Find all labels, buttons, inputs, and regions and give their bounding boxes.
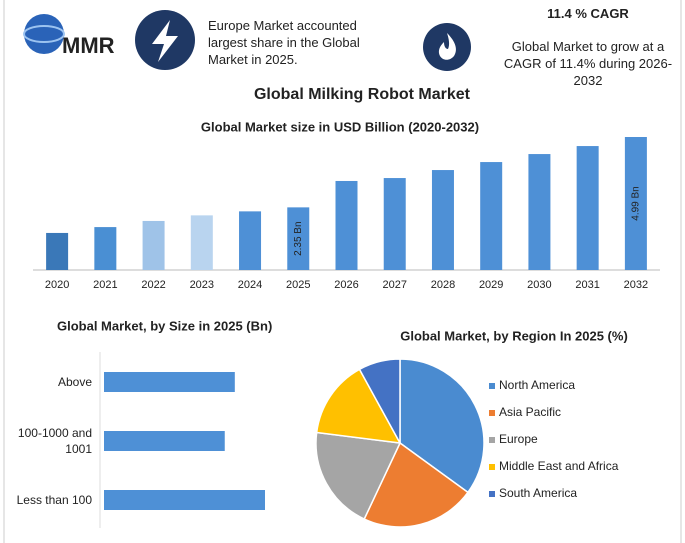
x-tick-label: 2026: [334, 279, 358, 291]
chart-title: Global Market size in USD Billion (2020-…: [201, 119, 479, 134]
legend-label: Asia Pacific: [499, 405, 561, 419]
x-tick-label: 2029: [479, 279, 503, 291]
x-tick-label: 2020: [45, 279, 69, 291]
y-tick-label: 100-1000 and 1001: [17, 426, 92, 456]
chart-title: Global Market, by Size in 2025 (Bn): [57, 318, 272, 333]
pie-slice: [315, 368, 402, 444]
bar: [94, 227, 117, 270]
x-tick-label: 2022: [141, 279, 165, 291]
x-tick-label: 2023: [190, 279, 214, 291]
pie-slice: [315, 431, 402, 521]
bar: [383, 178, 406, 270]
cagr: 11.4 % CAGR: [547, 6, 629, 21]
bar: [576, 146, 599, 270]
x-tick-label: 2021: [93, 279, 117, 291]
x-tick-label: 2025: [286, 279, 310, 291]
legend-label: Middle East and Africa: [499, 459, 619, 473]
x-tick-label: 2032: [624, 279, 648, 291]
legend-swatch: [489, 383, 495, 389]
legend-label: North America: [499, 378, 575, 392]
bar: [528, 154, 551, 270]
logo-globe: [24, 14, 64, 54]
bar: [104, 431, 225, 451]
pie-slice: [358, 358, 401, 444]
value-label: 4.99 Bn: [631, 186, 642, 220]
legend-swatch: [489, 410, 495, 416]
y-tick-label: Above: [57, 375, 92, 389]
x-tick-label: 2027: [382, 279, 406, 291]
bar: [190, 215, 213, 270]
pie-slice: [399, 358, 485, 494]
value-label: 2.35 Bn: [293, 221, 304, 255]
bar: [239, 211, 262, 270]
x-tick-label: 2030: [527, 279, 551, 291]
bar: [287, 207, 310, 270]
bolt: [152, 20, 178, 62]
bar: [46, 232, 69, 270]
bar: [480, 162, 503, 270]
legend-swatch: [489, 491, 495, 497]
bar: [104, 372, 235, 392]
icon-flame: [423, 23, 471, 71]
bar: [624, 137, 647, 270]
legend-label: Europe: [499, 432, 538, 446]
page-title: Global Milking Robot Market: [254, 86, 471, 103]
y-tick-label: Less than 100: [16, 493, 92, 507]
x-tick-label: 2031: [575, 279, 599, 291]
logo-orbit: [23, 25, 65, 43]
bar: [335, 180, 358, 270]
chart-title: Global Market, by Region In 2025 (%): [400, 328, 628, 343]
legend-swatch: [489, 437, 495, 443]
bar: [431, 170, 454, 270]
note-left: Europe Market accounted largest share in…: [208, 18, 360, 67]
bar: [104, 490, 265, 510]
legend-label: South America: [499, 486, 577, 500]
x-tick-label: 2024: [238, 279, 262, 291]
x-tick-label: 2028: [431, 279, 455, 291]
note-right: Global Market to grow at a CAGR of 11.4%…: [503, 39, 673, 88]
bar: [142, 220, 165, 270]
legend-swatch: [489, 464, 495, 470]
logo-text: MMR: [62, 33, 115, 58]
flame: [438, 33, 456, 60]
